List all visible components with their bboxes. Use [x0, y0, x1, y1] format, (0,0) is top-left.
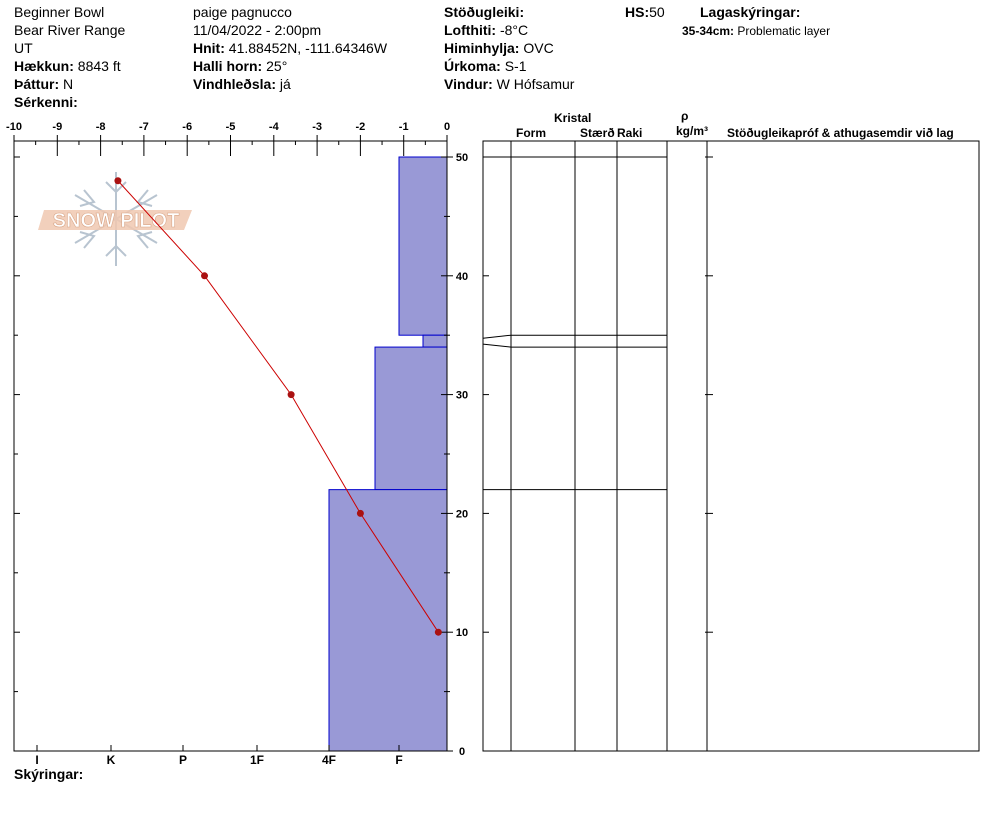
snowpilot-watermark: SNOW PILOT — [38, 172, 192, 266]
wind-value: W Hófsamur — [496, 76, 575, 92]
hardness-tick-label: 1F — [250, 753, 264, 767]
aspect-label: Þáttur: — [14, 76, 60, 92]
hardness-tick-label: P — [179, 753, 187, 767]
moisture-column-header: Raki — [617, 126, 643, 140]
hardness-layer-3 — [328, 489, 448, 752]
hardness-tick-label: K — [107, 753, 116, 767]
temp-tick-label: -2 — [356, 121, 366, 133]
air-temperature: Lofthiti: -8°C — [444, 22, 528, 38]
temperature-point — [434, 628, 442, 636]
temp-tick-label: -4 — [269, 121, 280, 133]
observation-datetime: 11/04/2022 - 2:00pm — [193, 22, 322, 38]
temperature-point — [356, 509, 364, 517]
temperature-point — [114, 177, 122, 185]
wind-loading: Vindhleðsla: já — [193, 76, 291, 92]
depth-tick-label: 30 — [456, 390, 468, 402]
air-temp-label: Lofthiti: — [444, 22, 497, 38]
wind-label: Vindur: — [444, 76, 493, 92]
hardness-layer-0 — [398, 156, 448, 336]
layer-table — [482, 140, 980, 752]
coords-label: Hnit: — [193, 40, 225, 56]
hardness-layer-2 — [374, 346, 448, 491]
location-name: Beginner Bowl — [14, 4, 105, 20]
aspect-value: N — [63, 76, 74, 92]
wind: Vindur: W Hófsamur — [444, 76, 574, 92]
layer-table-frame — [482, 140, 980, 752]
layer-connector — [482, 343, 512, 348]
hardness-layers — [328, 156, 448, 752]
depth-tick-label: 50 — [456, 152, 468, 164]
sky-cover: Himinhylja: OVC — [444, 40, 554, 56]
footer-notes-label: Skýringar: — [14, 766, 84, 782]
layer-notes-label: Lagaskýringar: — [700, 4, 801, 20]
slope-angle: Halli horn: 25° — [193, 58, 287, 74]
mountain-range: Bear River Range — [14, 22, 126, 38]
precip-value: S-1 — [504, 58, 527, 74]
layer-table-rows — [482, 156, 667, 491]
temp-tick-label: -1 — [399, 121, 409, 133]
depth-tick-label: 20 — [456, 508, 468, 520]
temperature-point — [201, 272, 209, 280]
hardness-tick-label: F — [395, 753, 402, 767]
elevation-value: 8843 ft — [77, 58, 121, 74]
coords-value: 41.88452N, -111.64346W — [228, 40, 388, 56]
temp-tick-label: -6 — [182, 121, 192, 133]
form-column-header: Form — [516, 126, 546, 140]
elevation-label: Hækkun: — [14, 58, 74, 74]
depth-tick-label: 10 — [456, 627, 468, 639]
state: UT — [14, 40, 33, 56]
layer-connector — [482, 334, 512, 339]
temp-tick-label: -10 — [6, 121, 22, 133]
temp-tick-label: -9 — [52, 121, 62, 133]
wind-loading-label: Vindhleðsla: — [193, 76, 276, 92]
elevation: Hækkun: 8843 ft — [14, 58, 121, 74]
sky-value: OVC — [523, 40, 554, 56]
air-temp-value: -8°C — [499, 22, 529, 38]
wind-loading-value: já — [279, 76, 291, 92]
depth-tick-label: 40 — [456, 271, 468, 283]
density-symbol-header: ρ — [681, 109, 689, 123]
tests-column-header: Stöðugleikapróf & athugasemdir við lag — [727, 126, 954, 140]
hardness-tick-label: 4F — [322, 753, 336, 767]
coordinates: Hnit: 41.88452N, -111.64346W — [193, 40, 387, 56]
temp-tick-label: -3 — [312, 121, 322, 133]
temp-tick-label: -5 — [226, 121, 236, 133]
size-column-header: Stærð — [580, 126, 615, 140]
features-label: Sérkenni: — [14, 94, 78, 110]
stability-label: Stöðugleiki: — [444, 4, 525, 20]
slope-value: 25° — [266, 58, 288, 74]
hs-value: 50 — [649, 4, 665, 20]
temp-tick-label: -7 — [139, 121, 149, 133]
precipitation: Úrkoma: S-1 — [444, 58, 526, 74]
aspect: Þáttur: N — [14, 76, 73, 92]
layer-note-range: 35-34cm: — [682, 24, 735, 38]
temperature-profile — [114, 177, 442, 636]
layer-note-text: Problematic layer — [737, 24, 831, 38]
snow-height: HS:50 — [625, 4, 665, 20]
crystal-group-header: Kristal — [554, 111, 592, 125]
density-unit-header: kg/m³ — [676, 124, 709, 138]
hardness-layer-1 — [422, 334, 448, 348]
slope-label: Halli horn: — [193, 58, 263, 74]
observer-name: paige pagnucco — [193, 4, 292, 20]
temp-tick-label: 0 — [444, 121, 450, 133]
watermark-text: SNOW PILOT — [53, 210, 180, 232]
precip-label: Úrkoma: — [444, 58, 501, 74]
sky-label: Himinhylja: — [444, 40, 520, 56]
depth-tick-label: 0 — [459, 746, 465, 758]
hardness-tick-label: I — [35, 753, 38, 767]
layer-note: 35-34cm: Problematic layer — [682, 23, 830, 39]
hs-label: HS: — [625, 4, 650, 20]
temperature-point — [287, 391, 295, 399]
temp-tick-label: -8 — [96, 121, 106, 133]
